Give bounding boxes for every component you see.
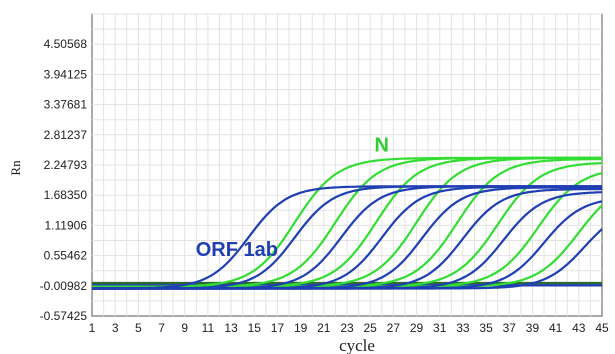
x-tick-label: 13 (224, 321, 238, 335)
x-tick-label: 29 (410, 321, 424, 335)
y-tick-label: 3.37681 (44, 98, 88, 112)
y-tick-label: 4.50568 (44, 37, 88, 51)
x-tick-label: 5 (135, 321, 142, 335)
x-tick-label: 19 (294, 321, 308, 335)
amplification-curves (91, 156, 603, 290)
x-tick-label: 17 (271, 321, 285, 335)
label-orf1ab: ORF 1ab (196, 239, 278, 261)
y-tick-label: 1.11906 (45, 218, 88, 232)
x-tick-label: 35 (479, 321, 493, 335)
curve-orf1ab (92, 228, 603, 290)
x-tick-label: 23 (340, 321, 354, 335)
x-tick-label: 45 (595, 321, 609, 335)
x-tick-label: 9 (181, 321, 188, 335)
x-tick-label: 41 (549, 321, 563, 335)
x-tick-label: 25 (364, 321, 378, 335)
x-tick-label: 21 (317, 321, 331, 335)
y-tick-label: 2.24793 (44, 158, 88, 172)
x-tick-label: 39 (526, 321, 540, 335)
x-tick-label: 37 (503, 321, 517, 335)
x-axis-ticks: 1 3 5 7 9 11 13 15 17 19 21 23 25 27 29 31 33 35 37 39 41 43 4… (89, 321, 609, 335)
x-tick-label: 31 (433, 321, 447, 335)
grid (92, 13, 602, 316)
x-axis-label: cycle (339, 336, 375, 354)
y-tick-label: 0.55462 (44, 249, 88, 263)
y-axis-ticks: -0.57425 -0.00982 0.55462 1.11906 1.68350 2.2… (40, 37, 88, 323)
x-tick-label: 33 (456, 321, 470, 335)
x-tick-label: 15 (248, 321, 262, 335)
x-tick-label: 1 (89, 321, 96, 335)
y-tick-label: 3.94125 (44, 67, 88, 81)
y-tick-label: -0.57425 (40, 309, 88, 323)
series-annotations: N ORF 1ab (196, 135, 389, 261)
y-axis-label: Rn (8, 160, 23, 176)
x-tick-label: 3 (112, 321, 119, 335)
y-tick-label: -0.00982 (40, 279, 88, 293)
x-tick-label: 7 (158, 321, 165, 335)
label-n: N (375, 135, 389, 157)
x-tick-label: 27 (387, 321, 401, 335)
x-tick-label: 11 (202, 321, 215, 335)
x-tick-label: 43 (572, 321, 586, 335)
y-tick-label: 2.81237 (44, 128, 88, 142)
y-tick-label: 1.68350 (44, 188, 88, 202)
